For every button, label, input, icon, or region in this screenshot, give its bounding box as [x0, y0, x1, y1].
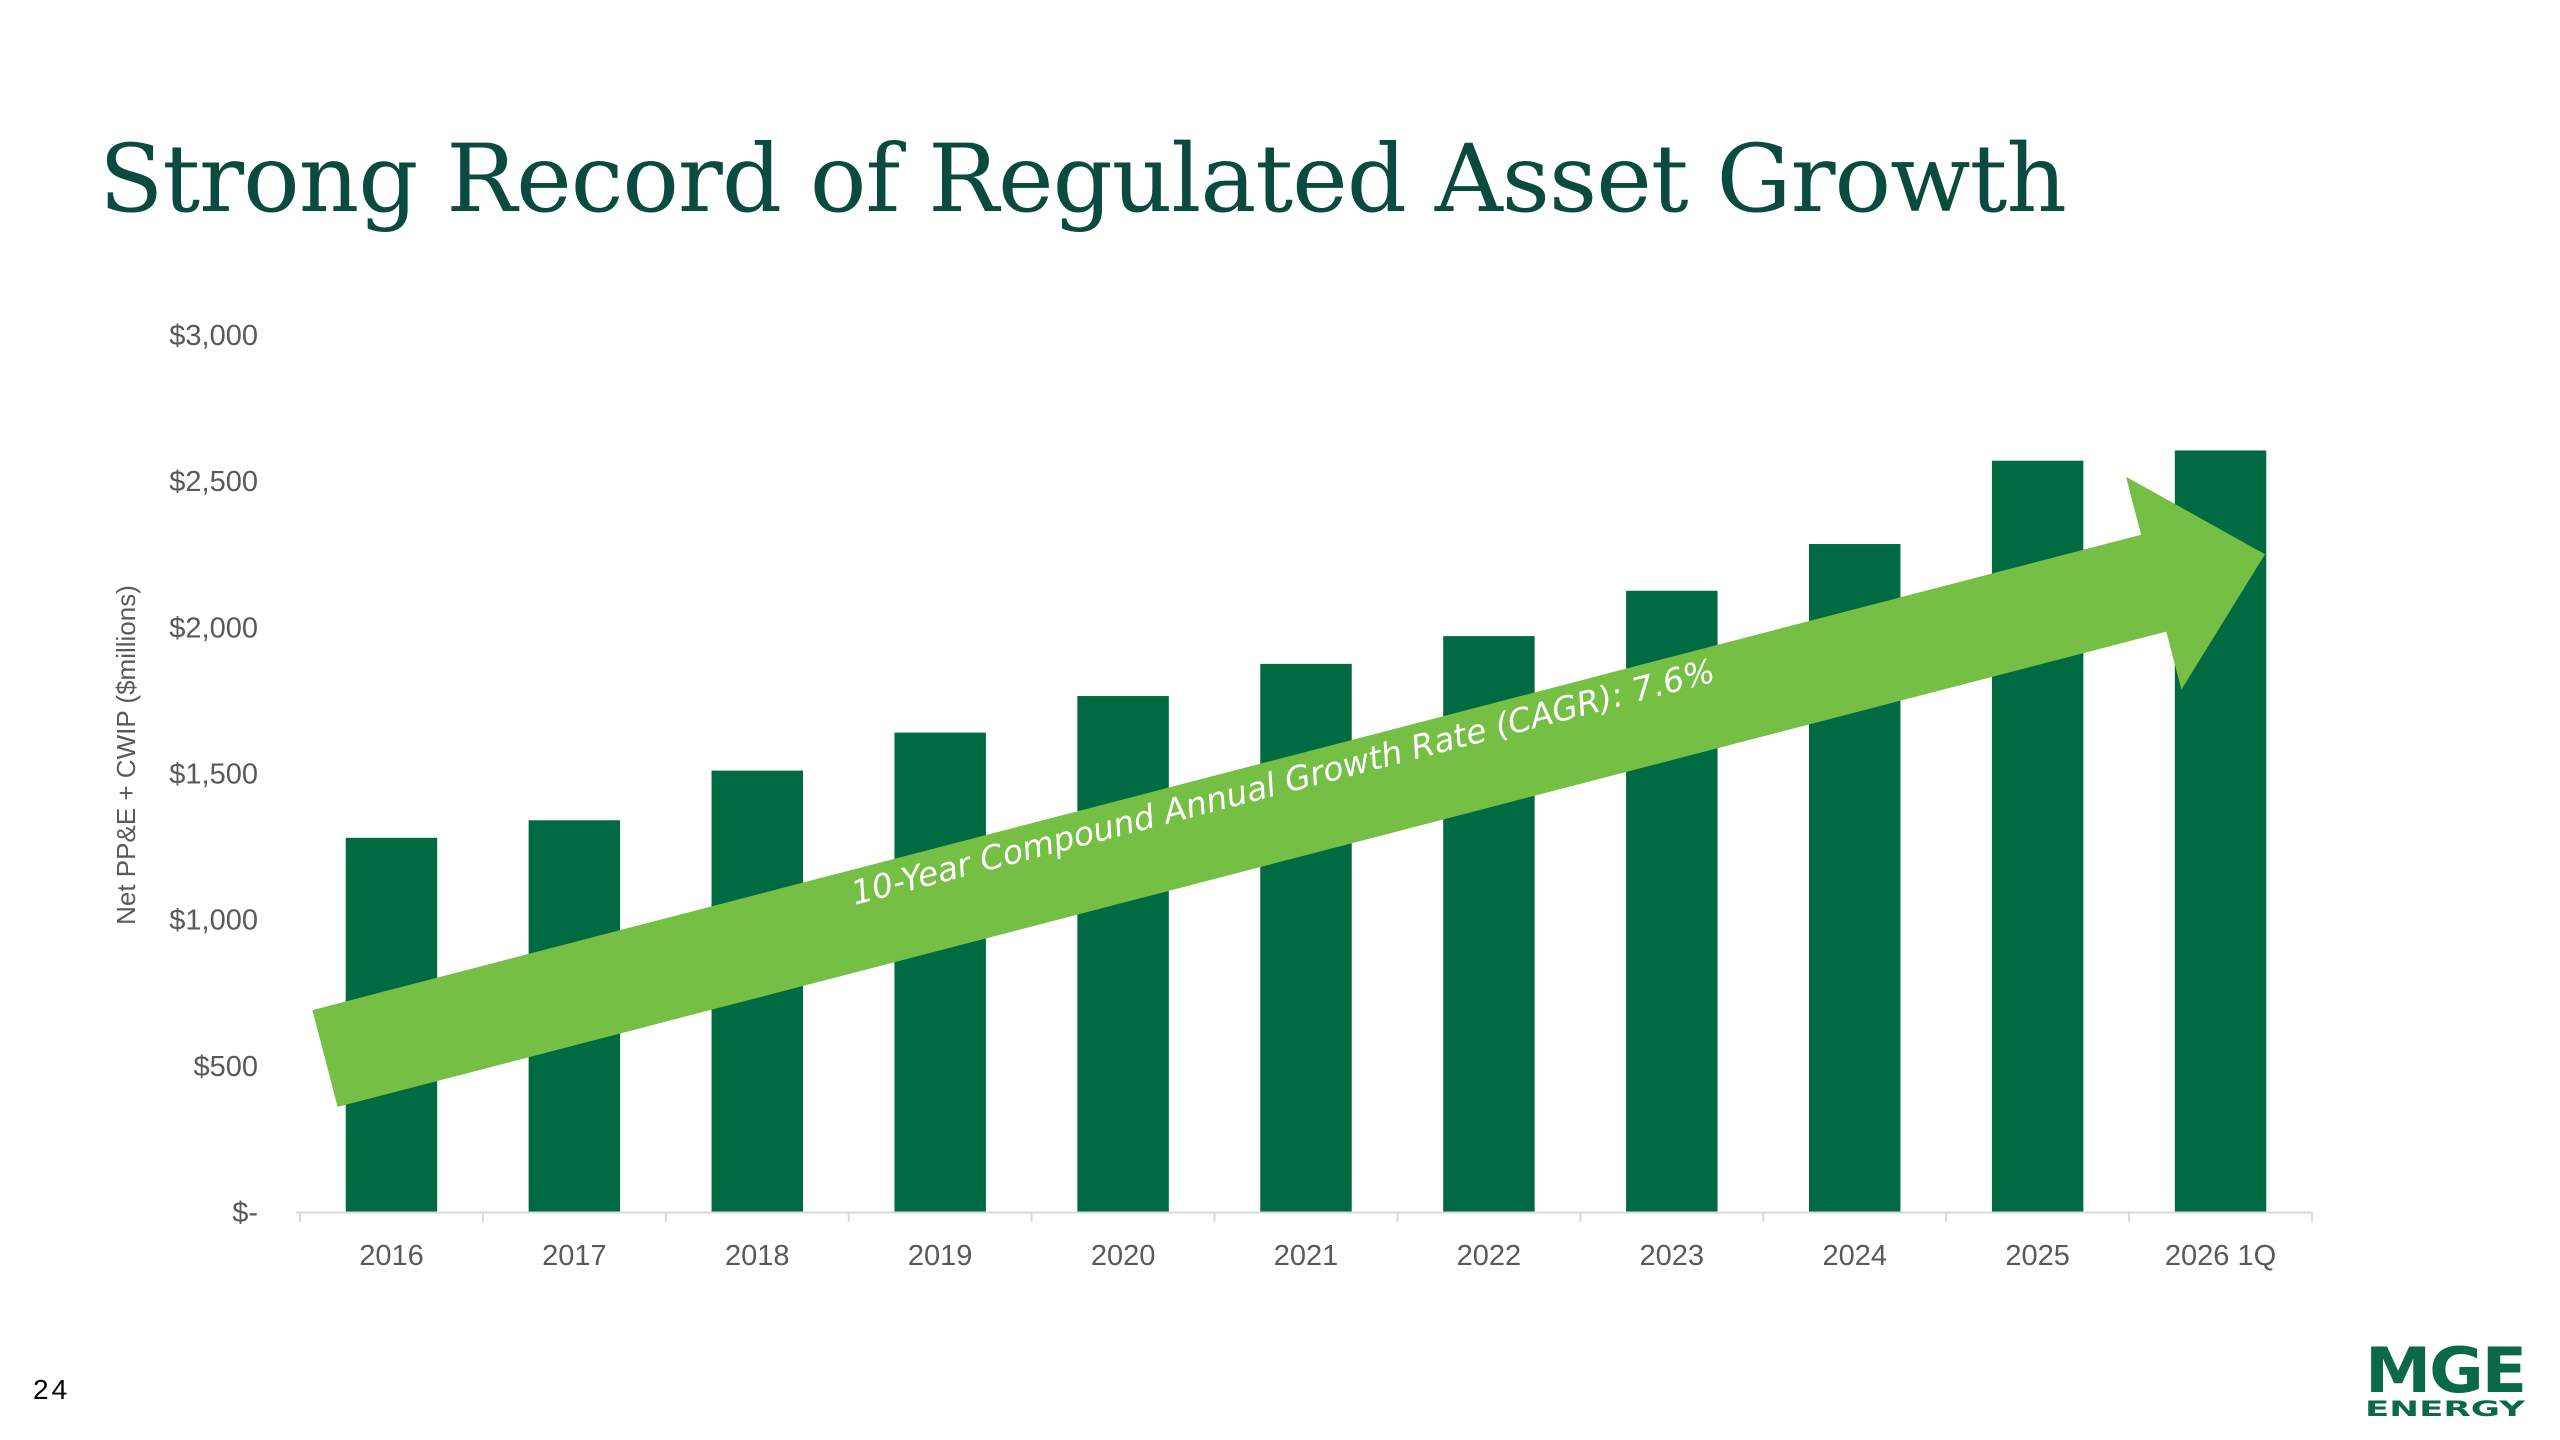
x-tick-label: 2025 — [2005, 1240, 2070, 1272]
y-axis: $- $500 $1,000 $1,500 $2,000 $2,500 $3,000 — [169, 320, 258, 1229]
y-tick-label: $3,000 — [169, 320, 258, 352]
x-axis: 2016 2017 2018 2019 2020 2021 2022 2023 2024 2025… — [296, 1211, 2313, 1272]
mge-energy-logo: MGE ENERGY — [2365, 1338, 2527, 1420]
bar-series — [345, 450, 2267, 1212]
y-tick-label: $1,500 — [169, 759, 258, 791]
logo-mark: MGE — [2365, 1338, 2525, 1407]
bar-2020 — [1077, 696, 1169, 1212]
x-tick-label: 2021 — [1274, 1240, 1339, 1272]
x-tick-label: 2016 — [359, 1240, 424, 1272]
x-tick-label: 2022 — [1457, 1240, 1522, 1272]
y-tick-label: $2,500 — [169, 466, 258, 498]
y-tick-label: $2,000 — [169, 612, 258, 644]
y-tick-label: $500 — [193, 1051, 258, 1083]
slide-title: Strong Record of Regulated Asset Growth — [99, 125, 2067, 234]
y-tick-label: $1,000 — [169, 905, 258, 937]
y-tick-label: $- — [232, 1197, 258, 1229]
y-axis-title: Net PP&E + CWIP ($millions) — [111, 585, 141, 925]
bar-2019 — [894, 732, 986, 1212]
x-tick-label: 2023 — [1640, 1240, 1705, 1272]
page-number: 24 — [33, 1374, 71, 1405]
x-tick-label: 2026 1Q — [2165, 1240, 2276, 1272]
x-tick-label: 2020 — [1091, 1240, 1156, 1272]
x-tick-label: 2018 — [725, 1240, 790, 1272]
x-tick-label: 2019 — [908, 1240, 973, 1272]
x-tick-label: 2017 — [542, 1240, 607, 1272]
x-tick-label: 2024 — [1822, 1240, 1887, 1272]
logo-wordmark: ENERGY — [2365, 1397, 2526, 1420]
cagr-arrow-shape — [312, 476, 2265, 1107]
